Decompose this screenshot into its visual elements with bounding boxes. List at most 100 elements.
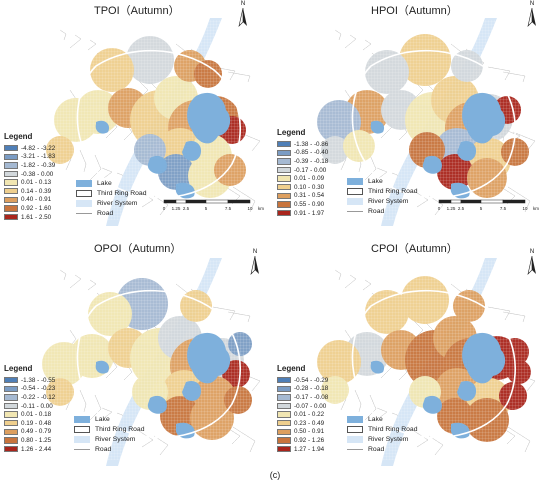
ring-road-legend-item: Third Ring Road — [76, 188, 147, 198]
legend-class-label: -0.28 - -0.18 — [294, 385, 329, 393]
legend-swatch — [277, 158, 291, 165]
legend-swatch — [277, 402, 291, 410]
legend-class-item: 0.01 - 0.22 — [277, 410, 328, 419]
lake — [422, 395, 442, 414]
lake — [422, 155, 442, 174]
feature-label: Third Ring Road — [95, 425, 145, 433]
road-legend-item: Road — [347, 206, 418, 216]
legend-class-label: 0.01 - 0.13 — [21, 179, 52, 187]
legend-class-label: -0.11 - 0.00 — [21, 402, 53, 410]
legend-class-label: -0.85 - -0.40 — [294, 149, 329, 157]
north-arrow-icon: N — [248, 249, 262, 276]
map-panel-tpoi: TPOI（Autumn） N Legend -4.82 - -3.22 -3.21… — [0, 0, 272, 228]
feature-swatch — [347, 415, 363, 423]
feature-label: River System — [97, 199, 138, 207]
feature-legend: Lake Third Ring Road River System Road — [76, 178, 147, 218]
legend-swatch — [4, 428, 18, 436]
legend-class-item: -0.54 - -0.23 — [4, 385, 55, 394]
east-lake — [187, 332, 231, 384]
lakes — [370, 332, 506, 439]
legend-class-item: -3.21 - -1.83 — [4, 153, 55, 162]
legend-class-label: -3.21 - -1.83 — [21, 153, 56, 161]
legend-class-label: 0.10 - 0.30 — [294, 183, 325, 191]
legend-swatch — [277, 149, 291, 157]
feature-swatch — [347, 448, 363, 450]
legend-class-item: 0.92 - 1.60 — [4, 204, 55, 213]
feature-label: Lake — [97, 179, 112, 187]
legend-class-label: -0.17 - 0.00 — [294, 166, 327, 174]
legend-class-item: 0.01 - 0.09 — [277, 174, 328, 183]
legend-class-item: 1.61 - 2.50 — [4, 213, 55, 222]
legend-class-label: 0.91 - 1.97 — [294, 209, 325, 217]
third-ring-road — [351, 49, 517, 199]
feature-label: River System — [368, 197, 409, 205]
legend-class-label: -4.82 - -3.22 — [21, 144, 56, 152]
legend-class-label: 0.55 - 0.90 — [294, 200, 325, 208]
feature-label: Road — [368, 207, 385, 215]
map-panel-cpoi: CPOI（Autumn） N Legend -0.54 - -0.29 -0.28… — [275, 240, 547, 468]
feature-legend: Lake Third Ring Road River System Road — [347, 176, 418, 216]
legend-class-item: -0.28 - -0.18 — [277, 385, 328, 394]
legend-class-label: -0.39 - -0.18 — [294, 157, 329, 165]
lake-legend-item: Lake — [74, 414, 145, 424]
lake — [182, 380, 202, 401]
legend-class-item: -0.22 - -0.12 — [4, 393, 55, 402]
ring-road-legend-item: Third Ring Road — [347, 424, 418, 434]
legend-swatch — [4, 445, 18, 453]
feature-swatch — [347, 187, 363, 195]
lake — [95, 120, 110, 134]
road-legend-item: Road — [76, 208, 147, 218]
legend: Legend -1.38 - -0.55 -0.54 - -0.23 -0.22 -… — [4, 364, 55, 453]
feature-label: Lake — [368, 177, 383, 185]
legend-swatch — [277, 394, 291, 401]
legend-class-item: -0.54 - -0.29 — [277, 376, 328, 385]
legend-title: Legend — [277, 364, 306, 373]
lake — [457, 380, 477, 401]
legend-swatch — [4, 153, 18, 161]
north-arrow-icon: N — [525, 249, 539, 276]
legend-class-label: 0.14 - 0.39 — [21, 187, 52, 195]
feature-label: Lake — [95, 415, 110, 423]
legend: Legend -0.54 - -0.29 -0.28 - -0.18 -0.17 -… — [277, 364, 328, 453]
legend-class-item: -1.38 - -0.86 — [277, 140, 328, 149]
scale-bar: 0 1.25 2.5 5 7.5 10 km — [438, 199, 539, 211]
feature-label: Road — [95, 445, 112, 453]
legend-swatch — [4, 385, 18, 393]
legend-class-label: -0.22 - -0.12 — [21, 393, 56, 401]
road-legend-item: Road — [347, 444, 418, 454]
legend-class-item: 0.92 - 1.26 — [277, 436, 328, 445]
feature-label: Road — [97, 209, 114, 217]
scale-unit-label: km — [258, 206, 264, 211]
choropleth-map — [315, 18, 547, 226]
legend-class-item: -0.38 - 0.00 — [4, 170, 55, 179]
legend-swatch — [4, 394, 18, 401]
legend-class-label: 1.26 - 2.44 — [21, 445, 52, 453]
grid-overlay — [40, 20, 272, 220]
legend-swatch — [4, 145, 18, 152]
legend-swatch — [4, 196, 18, 204]
legend-class-label: 0.19 - 0.48 — [21, 419, 52, 427]
road-legend-item: Road — [74, 444, 145, 454]
scale-tick-label: 1.25 — [172, 206, 181, 211]
legend-class-label: 0.92 - 1.60 — [21, 204, 52, 212]
feature-label: Road — [368, 445, 385, 453]
legend-class-label: 1.27 - 1.94 — [294, 445, 325, 453]
legend-class-label: 0.80 - 1.25 — [21, 436, 52, 444]
legend-class-item: 0.19 - 0.48 — [4, 419, 55, 428]
legend-class-label: 0.01 - 0.18 — [21, 411, 52, 419]
legend-class-item: 0.10 - 0.30 — [277, 183, 328, 192]
legend-class-item: -1.82 - -0.39 — [4, 161, 55, 170]
ring-road-legend-item: Third Ring Road — [74, 424, 145, 434]
scale-tick-label: 10 — [247, 206, 253, 211]
lake — [175, 182, 195, 199]
river-legend-item: River System — [347, 434, 418, 444]
panel-title: TPOI（Autumn） — [94, 5, 180, 17]
lake — [370, 360, 385, 374]
legend-class-item: -1.38 - -0.55 — [4, 376, 55, 385]
legend-swatch — [277, 437, 291, 444]
legend-class-item: 0.14 - 0.39 — [4, 187, 55, 196]
feature-label: Third Ring Road — [368, 187, 418, 195]
legend-class-label: -0.54 - -0.29 — [294, 376, 329, 384]
legend-class-item: 0.80 - 1.25 — [4, 436, 55, 445]
legend-class-item: -0.39 - -0.18 — [277, 157, 328, 166]
